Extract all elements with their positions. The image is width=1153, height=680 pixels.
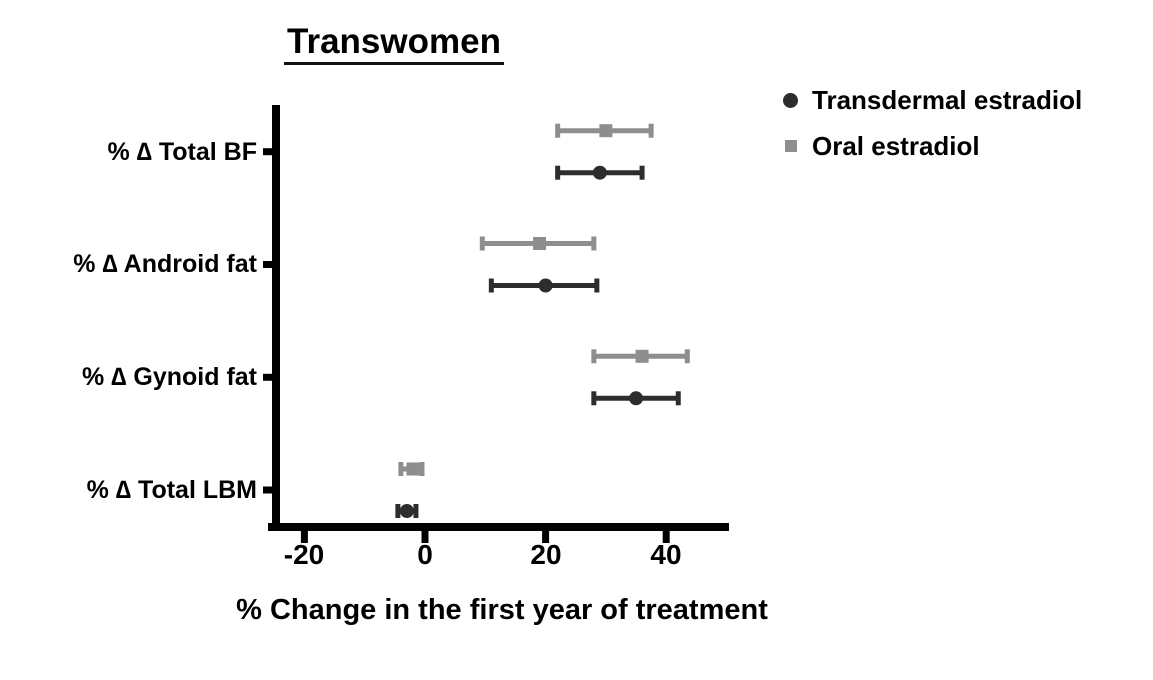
transdermal-point-3 <box>399 504 414 518</box>
legend-item-transdermal: Transdermal estradiol <box>783 84 1083 115</box>
chart-title: Transwomen <box>284 21 504 65</box>
transdermal-point-2 <box>629 391 644 406</box>
transdermal-point-1 <box>538 278 553 293</box>
category-label-total-bf: % ∆ Total BF <box>107 138 257 166</box>
oral-point-3 <box>406 462 420 476</box>
x-tick-label-20: 20 <box>530 539 562 570</box>
x-tick-label-neg20: -20 <box>283 539 325 570</box>
oral-point-2 <box>635 349 649 363</box>
transdermal-point-0 <box>592 165 607 180</box>
legend: Transdermal estradiol Oral estradiol <box>783 84 1083 178</box>
legend-label-oral: Oral estradiol <box>812 130 980 161</box>
legend-label-transdermal: Transdermal estradiol <box>812 84 1083 115</box>
x-tick-label-40: 40 <box>650 539 682 570</box>
x-axis-title: % Change in the first year of treatment <box>236 594 768 626</box>
oral-point-0 <box>599 124 613 138</box>
category-label-total-lbm: % ∆ Total LBM <box>86 476 257 504</box>
circle-marker-icon <box>783 92 798 108</box>
x-tick-label-0: 0 <box>417 539 433 570</box>
category-label-gynoid-fat: % ∆ Gynoid fat <box>81 363 257 391</box>
legend-item-oral: Oral estradiol <box>783 130 1082 161</box>
category-label-android-fat: % ∆ Android fat <box>73 250 257 278</box>
oral-point-1 <box>533 237 547 250</box>
square-marker-icon <box>783 139 798 154</box>
